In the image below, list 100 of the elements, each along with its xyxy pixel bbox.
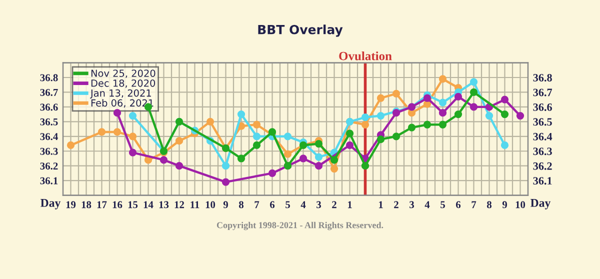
y-tick-label: 36.6 [40,104,58,111]
point [423,94,432,102]
point [237,110,246,118]
point [438,98,447,106]
x-tick-label: 2 [394,201,398,208]
y-tick-label: 36.4 [40,133,58,140]
point [128,132,137,140]
point [485,112,494,120]
point [423,120,432,128]
point [408,109,416,117]
y2-tick-label: 36.8 [533,74,552,82]
point [128,148,137,156]
point [284,150,292,158]
x-tick-label: 5 [286,201,290,208]
point [392,90,400,98]
x-tick-label: 11 [190,201,200,208]
point [500,141,509,150]
x-tick-label: 4 [300,201,306,208]
legend-label: Jan 13, 2021 [90,89,151,99]
point [500,96,509,104]
y2-tick-label: 36.1 [533,177,552,185]
y2-tick-label: 36.3 [533,148,552,156]
x-tick-label: 8 [486,201,492,208]
point [252,141,261,150]
point [408,124,416,132]
y-tick-label: 36.8 [40,74,58,82]
point [470,88,478,96]
legend-label: Nov 25, 2020 [91,70,156,78]
point [206,118,214,126]
x-tick-label: 7 [472,201,476,208]
y-tick-label: 36.5 [40,118,58,126]
x-axis-title: Day [40,199,61,210]
point [299,154,308,162]
x-tick-label: 3 [410,201,414,208]
x-tick-label: 2 [332,201,336,208]
point [252,132,261,140]
point [376,136,385,144]
point [237,154,246,162]
point [376,94,385,102]
point [268,128,276,136]
point [175,162,184,170]
x-tick-label: 14 [144,201,154,208]
point [222,162,230,170]
chart-title: BBT Overlay [258,24,343,37]
y2-tick-label: 36.6 [533,103,552,111]
point [346,130,354,138]
point [314,140,323,148]
point [361,120,370,128]
x-tick-label: 15 [128,201,138,208]
point [222,178,230,186]
point [314,153,323,161]
x-tick-label: 9 [223,201,228,208]
y-tick-label: 36.2 [40,162,58,170]
x-tick-label: 19 [66,201,76,208]
x-tick-label: 7 [254,201,260,208]
x-tick-label: 16 [112,201,122,208]
y-tick-label: 36.3 [40,148,58,155]
ref-line-label: Ovulation [339,51,392,60]
point [500,110,509,118]
point [454,110,462,118]
y2-tick-label: 36.7 [533,88,552,96]
point [470,103,478,111]
text: Copyright 1998-2021 - All Rights Reserved. [216,222,384,230]
point [314,162,323,170]
x-tick-label: 6 [270,201,275,208]
x-tick-label: 10 [516,201,526,208]
x-tick-label: 4 [424,201,430,208]
point [438,75,447,83]
point [330,164,338,173]
point [98,128,106,136]
x-tick-label: 3 [316,201,321,208]
point [128,112,137,120]
x-tick-label: 5 [440,201,445,208]
point [160,156,168,164]
y-tick-label: 36.1 [40,177,58,184]
point [361,113,370,122]
x-tick-label: 17 [97,201,107,208]
point [268,169,276,178]
point [284,132,292,140]
point [392,132,400,140]
point [330,156,338,164]
y2-tick-label: 36.2 [533,162,552,170]
y2-tick-label: 36.5 [533,118,552,126]
legend-label: Dec 18, 2020 [91,79,156,88]
point [516,112,524,120]
x-tick-label: 18 [82,201,92,208]
point [144,156,152,164]
point [438,109,447,117]
x-tick-label: 13 [159,201,169,208]
x-tick-label: 8 [238,201,244,208]
x-tick-label: 9 [502,201,507,208]
point [438,120,447,128]
x-tick-label: 6 [456,201,461,208]
x-tick-label: 10 [206,201,216,208]
point [376,112,385,120]
point [346,141,354,150]
point [361,162,370,170]
point [113,109,122,117]
point [252,120,261,128]
point [113,128,122,136]
